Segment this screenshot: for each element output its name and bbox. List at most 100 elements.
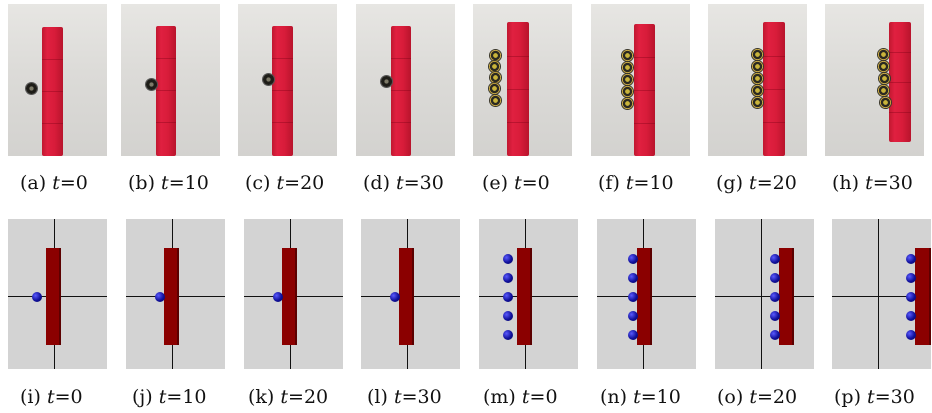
caption-m: (m) t=0 [483,386,558,408]
robot [489,83,500,94]
robot [622,62,633,73]
caption-f: (f) t=10 [598,172,674,194]
red-box [156,26,176,156]
photo-c [238,4,337,156]
red-box [763,22,785,156]
robot [628,254,638,264]
photo-d [356,4,455,156]
robot [770,311,780,321]
robot [878,49,889,60]
sim-n [597,219,696,369]
robot [628,292,638,302]
robot [878,85,889,96]
caption-i: (i) t=0 [20,386,83,408]
robot [906,292,916,302]
photo-b [121,4,220,156]
robot [381,76,392,87]
robot [622,86,633,97]
photo-f [591,4,690,156]
robot [628,311,638,321]
robot [752,73,763,84]
robot [770,254,780,264]
caption-p: (p) t=30 [834,386,915,408]
caption-k: (k) t=20 [248,386,329,408]
robot [622,98,633,109]
sim-i [8,219,107,369]
robot [490,95,501,106]
caption-h: (h) t=30 [832,172,913,194]
robot [906,254,916,264]
caption-e: (e) t=0 [482,172,550,194]
red-box [634,24,655,156]
robot [503,292,513,302]
robot [752,49,763,60]
robot [770,273,780,283]
robot [503,330,513,340]
robot [489,61,500,72]
caption-o: (o) t=20 [717,386,798,408]
photo-e [473,4,572,156]
sim-j [126,219,225,369]
x-axis [715,296,814,297]
red-box [391,26,411,156]
caption-j: (j) t=10 [132,386,207,408]
red-box [272,26,293,156]
caption-l: (l) t=30 [367,386,442,408]
caption-a: (a) t=0 [20,172,88,194]
box [779,248,794,345]
robot [263,74,274,85]
red-box [507,22,529,156]
robot [622,50,633,61]
box [46,248,61,345]
robot [752,85,763,96]
red-box [42,27,63,156]
sim-o [715,219,814,369]
photo-g [708,4,807,156]
sim-p [832,219,931,369]
robot [752,97,763,108]
box [399,248,414,345]
robot [503,254,513,264]
caption-d: (d) t=30 [363,172,444,194]
robot [752,61,763,72]
robot [146,79,157,90]
box [282,248,297,345]
robot [628,330,638,340]
robot [906,311,916,321]
photo-h [825,4,924,156]
robot [770,330,780,340]
robot [155,292,165,302]
robot [503,273,513,283]
robot [26,83,37,94]
caption-g: (g) t=20 [716,172,797,194]
sim-l [361,219,460,369]
robot [880,97,891,108]
robot [906,330,916,340]
robot [770,292,780,302]
y-axis [761,219,762,369]
robot [879,73,890,84]
caption-n: (n) t=10 [600,386,681,408]
box [637,248,652,345]
sim-m [479,219,578,369]
robot [273,292,283,302]
box [915,248,931,345]
caption-b: (b) t=10 [128,172,209,194]
robot [32,292,42,302]
y-axis [878,219,879,369]
sim-k [244,219,343,369]
robot [878,61,889,72]
robot [503,311,513,321]
robot [490,50,501,61]
robot [906,273,916,283]
box [164,248,179,345]
robot [622,74,633,85]
photo-a [8,4,107,156]
robot [628,273,638,283]
robot [390,292,400,302]
caption-c: (c) t=20 [245,172,325,194]
box [517,248,532,345]
robot [490,72,501,83]
red-box [889,22,911,142]
x-axis [832,296,931,297]
